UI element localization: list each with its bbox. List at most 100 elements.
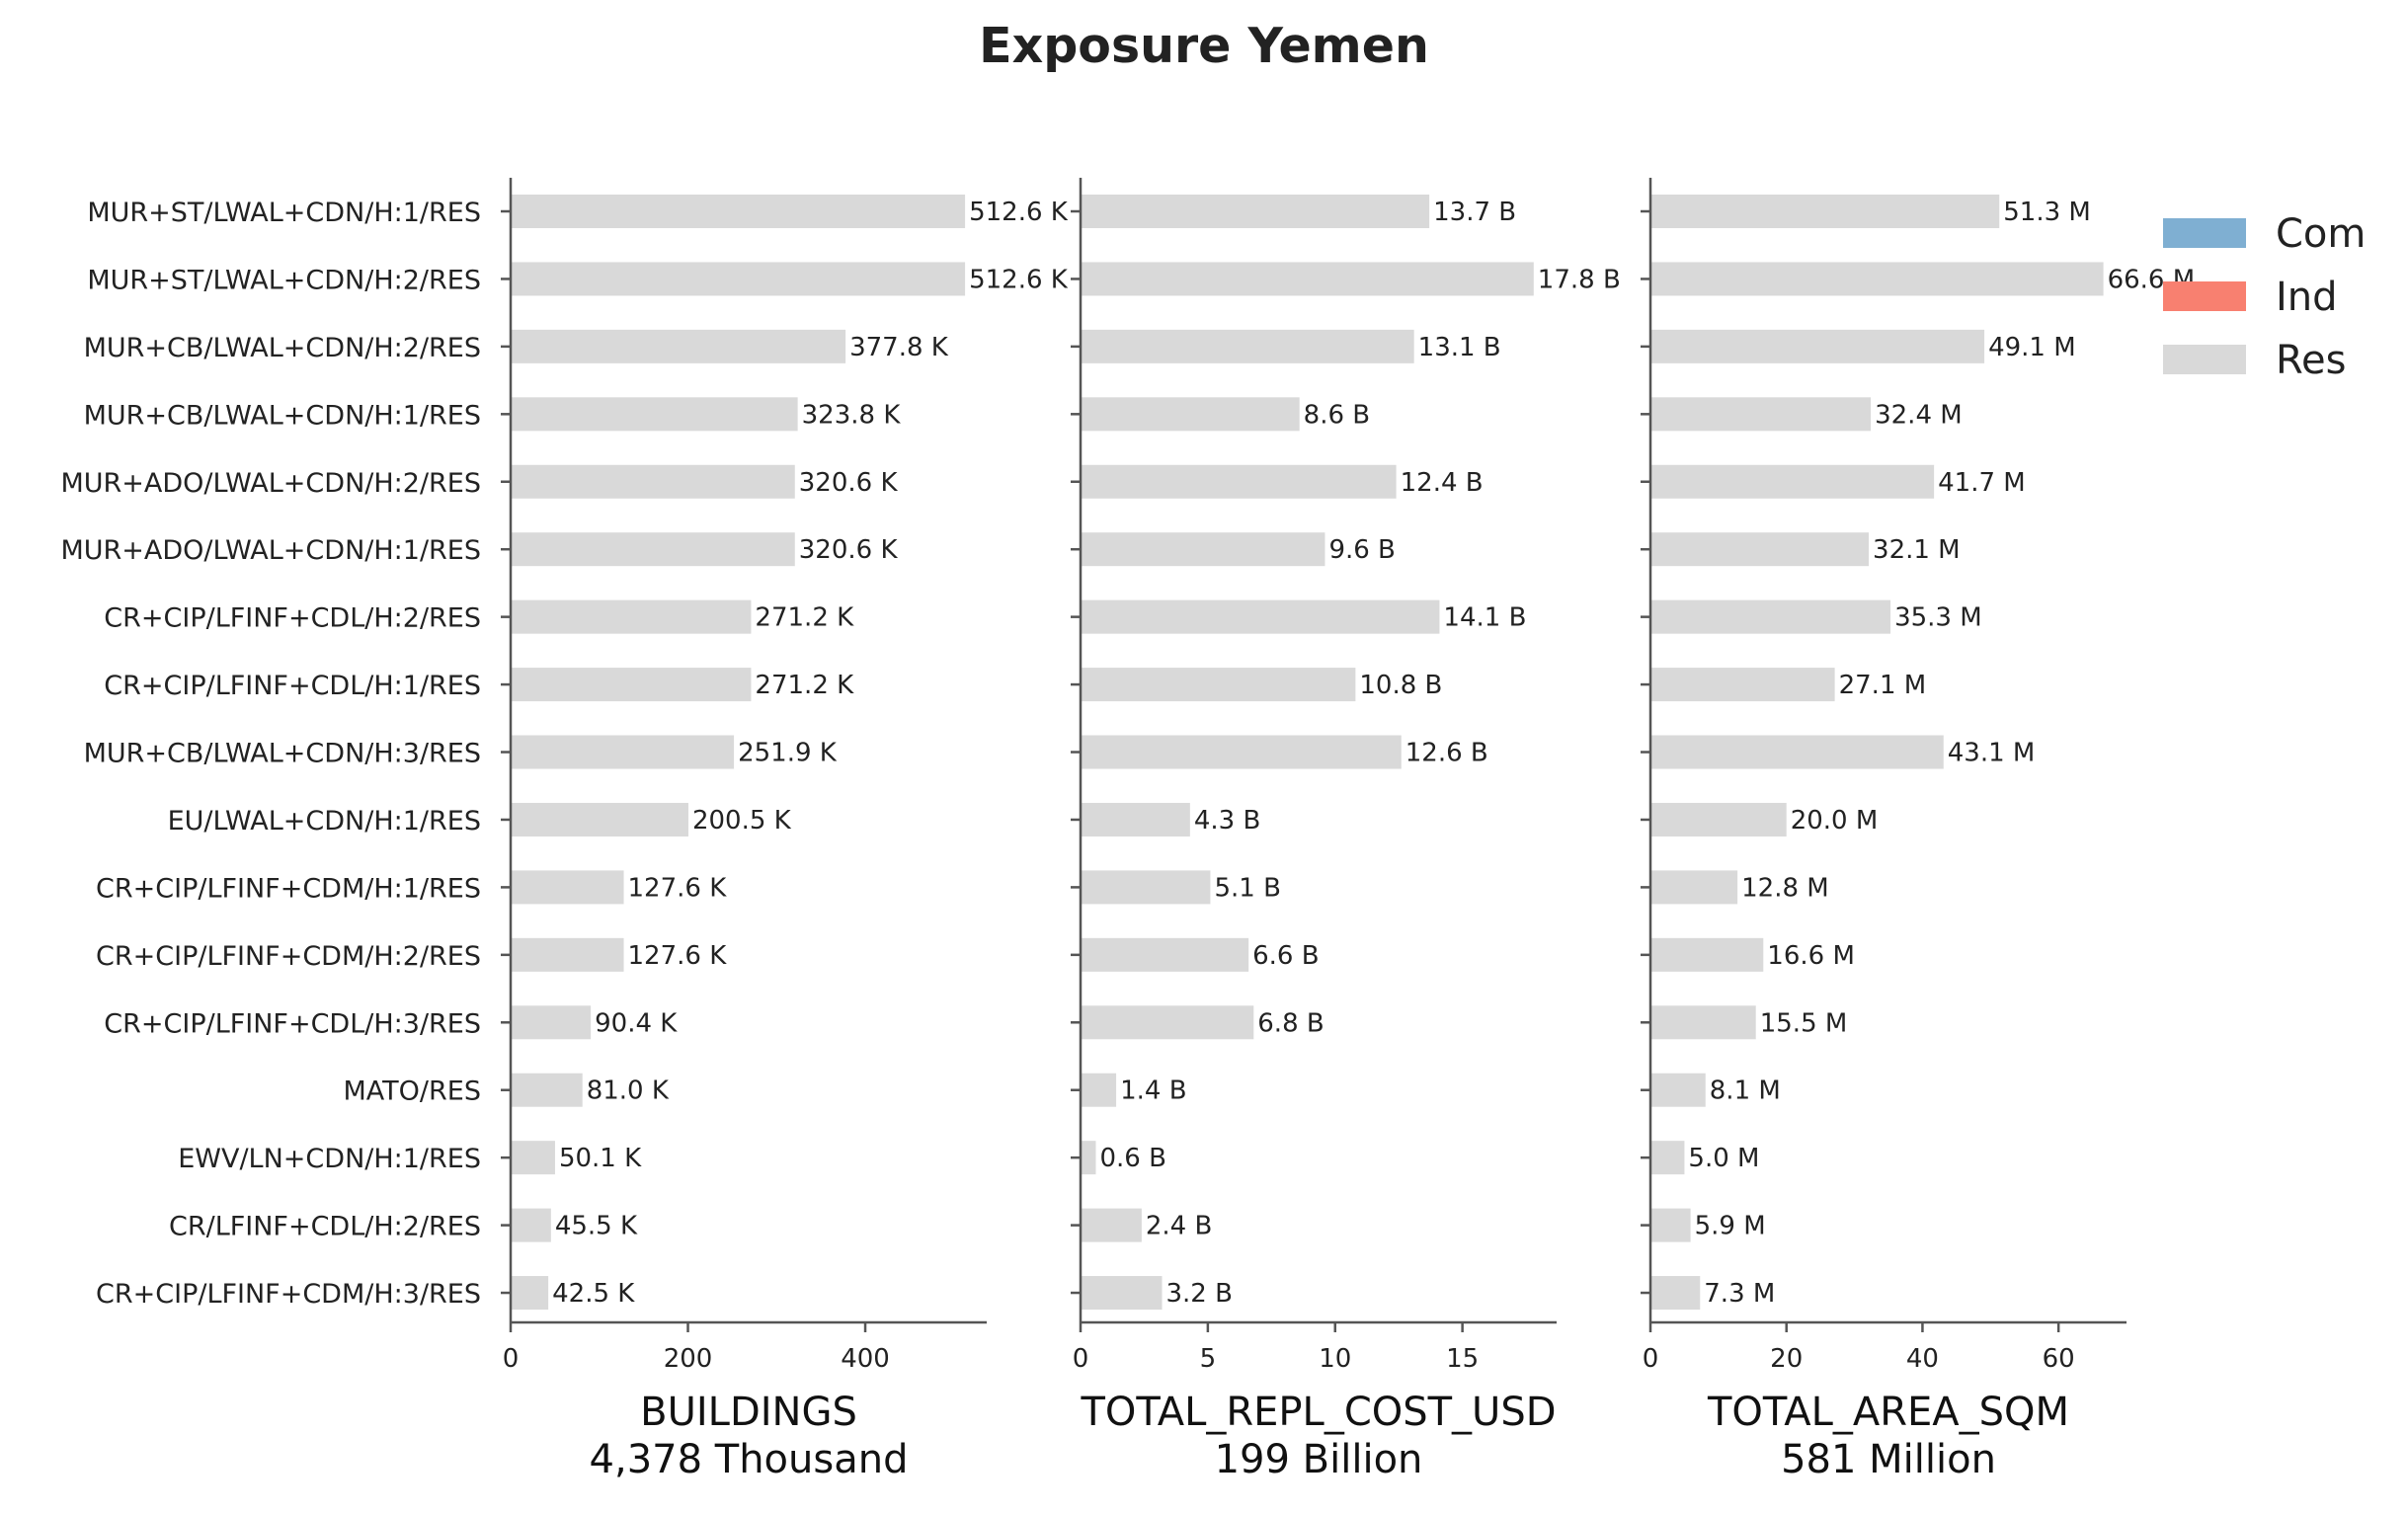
x-tick-label-3-4: 60 bbox=[2043, 1344, 2075, 1374]
bar-3-12 bbox=[1650, 937, 1764, 972]
bar-1-6 bbox=[511, 532, 795, 567]
x-tick-label-1-3: 400 bbox=[841, 1344, 890, 1374]
category-label-17: CR+CIP/LFINF+CDM/H:3/RES bbox=[96, 1279, 481, 1310]
bar-3-14 bbox=[1650, 1073, 1706, 1107]
bar-2-12 bbox=[1081, 937, 1249, 972]
category-label-2: MUR+ST/LWAL+CDN/H:2/RES bbox=[87, 265, 481, 295]
bar-3-16 bbox=[1650, 1208, 1691, 1242]
x-tick-label-1-1: 0 bbox=[503, 1344, 520, 1374]
data-label-2-7: 14.1 B bbox=[1443, 603, 1526, 633]
bar-3-2 bbox=[1650, 262, 2104, 296]
data-label-2-16: 2.4 B bbox=[1146, 1212, 1212, 1241]
bar-1-4 bbox=[511, 397, 798, 432]
bar-1-15 bbox=[511, 1141, 555, 1175]
x-tick-label-2-1: 0 bbox=[1073, 1344, 1089, 1374]
bar-3-15 bbox=[1650, 1141, 1685, 1175]
data-label-2-5: 12.4 B bbox=[1401, 468, 1484, 498]
chart-title: Exposure Yemen bbox=[979, 18, 1429, 74]
bar-3-1 bbox=[1650, 195, 2000, 228]
data-label-3-1: 51.3 M bbox=[2003, 198, 2091, 227]
legend-swatch-com bbox=[2163, 218, 2246, 248]
data-label-1-17: 42.5 K bbox=[552, 1279, 635, 1309]
data-label-2-8: 10.8 B bbox=[1359, 671, 1442, 700]
x-tick-label-3-2: 20 bbox=[1770, 1344, 1803, 1374]
category-label-8: CR+CIP/LFINF+CDL/H:1/RES bbox=[104, 671, 481, 701]
bar-2-5 bbox=[1081, 464, 1397, 499]
data-label-2-6: 9.6 B bbox=[1328, 535, 1395, 565]
data-label-1-15: 50.1 K bbox=[559, 1144, 642, 1173]
bar-3-3 bbox=[1650, 329, 1985, 363]
bar-2-13 bbox=[1081, 1005, 1254, 1040]
data-label-3-5: 41.7 M bbox=[1938, 468, 2026, 498]
legend-label-res: Res bbox=[2276, 338, 2346, 383]
category-label-16: CR/LFINF+CDL/H:2/RES bbox=[169, 1212, 481, 1242]
bar-2-6 bbox=[1081, 532, 1325, 567]
data-label-2-15: 0.6 B bbox=[1099, 1144, 1165, 1173]
data-label-3-14: 8.1 M bbox=[1710, 1076, 1781, 1106]
category-label-1: MUR+ST/LWAL+CDN/H:1/RES bbox=[87, 198, 481, 228]
category-label-15: EWV/LN+CDN/H:1/RES bbox=[178, 1144, 481, 1174]
category-label-3: MUR+CB/LWAL+CDN/H:2/RES bbox=[84, 333, 481, 363]
data-label-1-9: 251.9 K bbox=[738, 739, 838, 768]
x-axis-total-3: 581 Million bbox=[1781, 1437, 1996, 1482]
bar-2-9 bbox=[1081, 735, 1402, 769]
x-axis-label-2: TOTAL_REPL_COST_USD bbox=[1080, 1390, 1556, 1435]
data-label-3-16: 5.9 M bbox=[1695, 1212, 1766, 1241]
data-label-1-5: 320.6 K bbox=[799, 468, 899, 498]
x-tick-label-2-2: 5 bbox=[1200, 1344, 1217, 1374]
data-label-1-2: 512.6 K bbox=[969, 265, 1069, 294]
legend-label-ind: Ind bbox=[2276, 275, 2338, 320]
x-tick-label-2-3: 10 bbox=[1319, 1344, 1351, 1374]
data-label-3-8: 27.1 M bbox=[1839, 671, 1927, 700]
bar-3-4 bbox=[1650, 397, 1872, 432]
data-label-1-11: 127.6 K bbox=[628, 873, 728, 903]
bar-2-7 bbox=[1081, 599, 1440, 634]
data-label-1-10: 200.5 K bbox=[692, 806, 792, 836]
data-label-1-14: 81.0 K bbox=[587, 1076, 670, 1106]
data-label-3-15: 5.0 M bbox=[1688, 1144, 1759, 1173]
data-label-3-7: 35.3 M bbox=[1894, 603, 1982, 633]
bar-1-10 bbox=[511, 802, 688, 837]
data-label-1-12: 127.6 K bbox=[628, 941, 728, 971]
bar-1-17 bbox=[511, 1276, 549, 1311]
data-label-1-4: 323.8 K bbox=[802, 400, 902, 430]
category-label-10: EU/LWAL+CDN/H:1/RES bbox=[168, 806, 481, 837]
data-label-1-1: 512.6 K bbox=[969, 198, 1069, 227]
data-label-2-13: 6.8 B bbox=[1257, 1008, 1324, 1038]
data-label-3-12: 16.6 M bbox=[1767, 941, 1855, 971]
data-label-2-11: 5.1 B bbox=[1214, 873, 1280, 903]
bar-1-16 bbox=[511, 1208, 551, 1242]
bar-3-17 bbox=[1650, 1276, 1701, 1311]
bar-1-3 bbox=[511, 329, 846, 363]
bar-1-9 bbox=[511, 735, 735, 769]
bar-2-16 bbox=[1081, 1208, 1142, 1242]
bar-2-4 bbox=[1081, 397, 1300, 432]
bar-3-10 bbox=[1650, 802, 1787, 837]
data-label-2-1: 13.7 B bbox=[1433, 198, 1516, 227]
data-label-2-3: 13.1 B bbox=[1418, 333, 1501, 362]
category-label-4: MUR+CB/LWAL+CDN/H:1/RES bbox=[84, 400, 481, 431]
bar-3-6 bbox=[1650, 532, 1870, 567]
category-label-7: CR+CIP/LFINF+CDL/H:2/RES bbox=[104, 603, 481, 634]
bar-2-17 bbox=[1081, 1276, 1163, 1311]
bar-3-8 bbox=[1650, 668, 1835, 702]
category-label-12: CR+CIP/LFINF+CDM/H:2/RES bbox=[96, 941, 481, 972]
bar-1-1 bbox=[511, 195, 966, 228]
bar-1-2 bbox=[511, 262, 966, 296]
x-tick-label-2-4: 15 bbox=[1446, 1344, 1479, 1374]
bar-1-8 bbox=[511, 668, 752, 702]
bar-1-13 bbox=[511, 1005, 592, 1040]
category-label-14: MATO/RES bbox=[344, 1076, 481, 1107]
category-label-13: CR+CIP/LFINF+CDL/H:3/RES bbox=[104, 1008, 481, 1039]
bar-2-1 bbox=[1081, 195, 1430, 228]
data-label-3-3: 49.1 M bbox=[1988, 333, 2076, 362]
data-label-3-11: 12.8 M bbox=[1741, 873, 1829, 903]
bar-1-7 bbox=[511, 599, 752, 634]
data-label-2-10: 4.3 B bbox=[1194, 806, 1260, 836]
data-label-1-13: 90.4 K bbox=[595, 1008, 678, 1038]
category-label-11: CR+CIP/LFINF+CDM/H:1/RES bbox=[96, 873, 481, 904]
x-tick-label-3-1: 0 bbox=[1643, 1344, 1659, 1374]
bar-3-11 bbox=[1650, 870, 1738, 905]
data-label-3-4: 32.4 M bbox=[1875, 400, 1963, 430]
bar-3-9 bbox=[1650, 735, 1944, 769]
